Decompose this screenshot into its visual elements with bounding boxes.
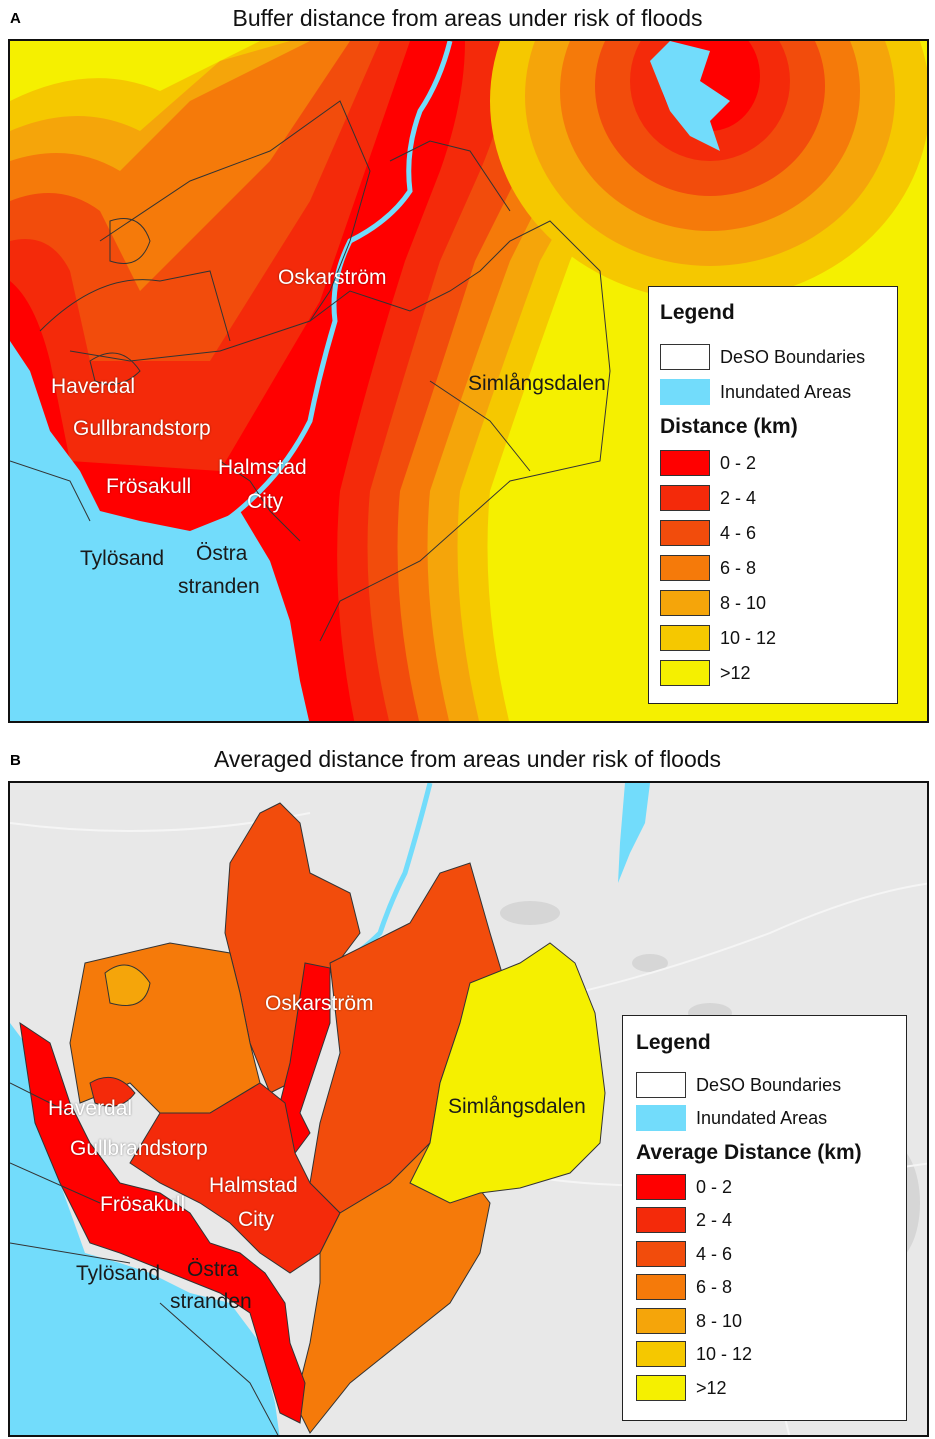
deso-simlangsdalen <box>409 942 606 1204</box>
class-swatch <box>660 450 710 476</box>
panel-a-letter: A <box>10 10 21 27</box>
class-label: 10 - 12 <box>720 628 777 648</box>
deso-west-inner <box>104 964 151 1006</box>
place-city-a: City <box>247 490 284 513</box>
deso-swatch <box>660 344 710 370</box>
deso-sea-lines <box>10 1082 279 1435</box>
class-label: 10 - 12 <box>696 1344 753 1364</box>
place-haverdal-a: Haverdal <box>51 375 136 398</box>
class-swatch <box>636 1308 686 1334</box>
class-swatch <box>660 520 710 546</box>
class-swatch <box>660 485 710 511</box>
class-label: 2 - 4 <box>696 1210 733 1230</box>
legend-b-title: Legend <box>636 1031 711 1054</box>
deso-oskarstrom <box>279 962 331 1155</box>
class-swatch <box>660 660 710 686</box>
deso-boundaries <box>10 100 611 642</box>
class-label: >12 <box>720 663 751 683</box>
inundated-swatch <box>636 1105 686 1131</box>
place-halmstad-b: Halmstad <box>209 1174 298 1197</box>
legend-b: Legend DeSO Boundaries Inundated Areas A… <box>622 1015 907 1421</box>
class-label: 8 - 10 <box>720 593 767 613</box>
class-swatch <box>636 1274 686 1300</box>
place-ostra-b: Östra <box>187 1258 239 1281</box>
class-label: 0 - 2 <box>696 1177 733 1197</box>
legend-b-distance-title: Average Distance (km) <box>636 1141 862 1164</box>
map-a-canvas <box>10 41 927 721</box>
place-frosakull-b: Frösakull <box>100 1193 186 1216</box>
legend-a-deso-label: DeSO Boundaries <box>720 347 866 367</box>
legend-a-inundated-label: Inundated Areas <box>720 382 852 402</box>
class-swatch <box>660 555 710 581</box>
place-gullbrandstorp-a: Gullbrandstorp <box>73 417 211 440</box>
place-haverdal-b: Haverdal <box>48 1097 133 1120</box>
deso-swatch <box>636 1072 686 1098</box>
place-simlangsdalen-b: Simlångsdalen <box>448 1095 586 1118</box>
deso-coast <box>19 1021 306 1424</box>
class-swatch <box>660 625 710 651</box>
panel-b-title: Averaged distance from areas under risk … <box>213 746 722 772</box>
legend-a: Legend DeSO Boundaries Inundated Areas D… <box>648 286 898 704</box>
sea <box>10 1023 280 1435</box>
place-stranden-b: stranden <box>170 1290 252 1313</box>
river <box>223 41 453 524</box>
legend-b-deso-label: DeSO Boundaries <box>696 1075 842 1095</box>
place-tylosand-a: Tylösand <box>80 547 165 570</box>
place-frosakull-a: Frösakull <box>106 475 192 498</box>
legend-b-inundated-label: Inundated Areas <box>696 1108 828 1128</box>
map-b: Oskarström Haverdal Gullbrandstorp Halms… <box>8 781 929 1437</box>
class-swatch <box>636 1241 686 1267</box>
place-simlangsdalen-a: Simlångsdalen <box>468 372 606 395</box>
class-swatch <box>636 1375 686 1401</box>
place-ostra-a: Östra <box>196 542 248 565</box>
legend-a-distance-title: Distance (km) <box>660 415 798 438</box>
place-oskarstrom-b: Oskarström <box>265 992 374 1015</box>
class-label: 4 - 6 <box>696 1244 733 1264</box>
lake <box>650 41 730 151</box>
panel-a-title: Buffer distance from areas under risk of… <box>232 5 703 31</box>
class-swatch <box>636 1174 686 1200</box>
deso-haverdal-inner <box>89 1076 136 1107</box>
place-stranden-a: stranden <box>178 575 260 598</box>
class-label: 2 - 4 <box>720 488 757 508</box>
place-tylosand-b: Tylösand <box>76 1262 161 1285</box>
deso-polygons <box>19 802 606 1434</box>
class-swatch <box>636 1341 686 1367</box>
class-label: 6 - 8 <box>720 558 757 578</box>
place-city-b: City <box>238 1208 275 1231</box>
class-label: 0 - 2 <box>720 453 757 473</box>
legend-a-title: Legend <box>660 301 735 324</box>
class-label: 8 - 10 <box>696 1311 743 1331</box>
class-label: 4 - 6 <box>720 523 757 543</box>
lake <box>618 783 650 883</box>
inundated-swatch <box>660 379 710 405</box>
class-label: 6 - 8 <box>696 1277 733 1297</box>
place-halmstad-a: Halmstad <box>218 456 307 479</box>
sea <box>10 341 310 721</box>
class-swatch <box>660 590 710 616</box>
class-swatch <box>636 1207 686 1233</box>
map-a: Oskarström Haverdal Gullbrandstorp Halms… <box>8 39 929 723</box>
panel-b-letter: B <box>10 752 21 769</box>
place-gullbrandstorp-b: Gullbrandstorp <box>70 1137 208 1160</box>
class-label: >12 <box>696 1378 727 1398</box>
place-oskarstrom-a: Oskarström <box>278 266 387 289</box>
